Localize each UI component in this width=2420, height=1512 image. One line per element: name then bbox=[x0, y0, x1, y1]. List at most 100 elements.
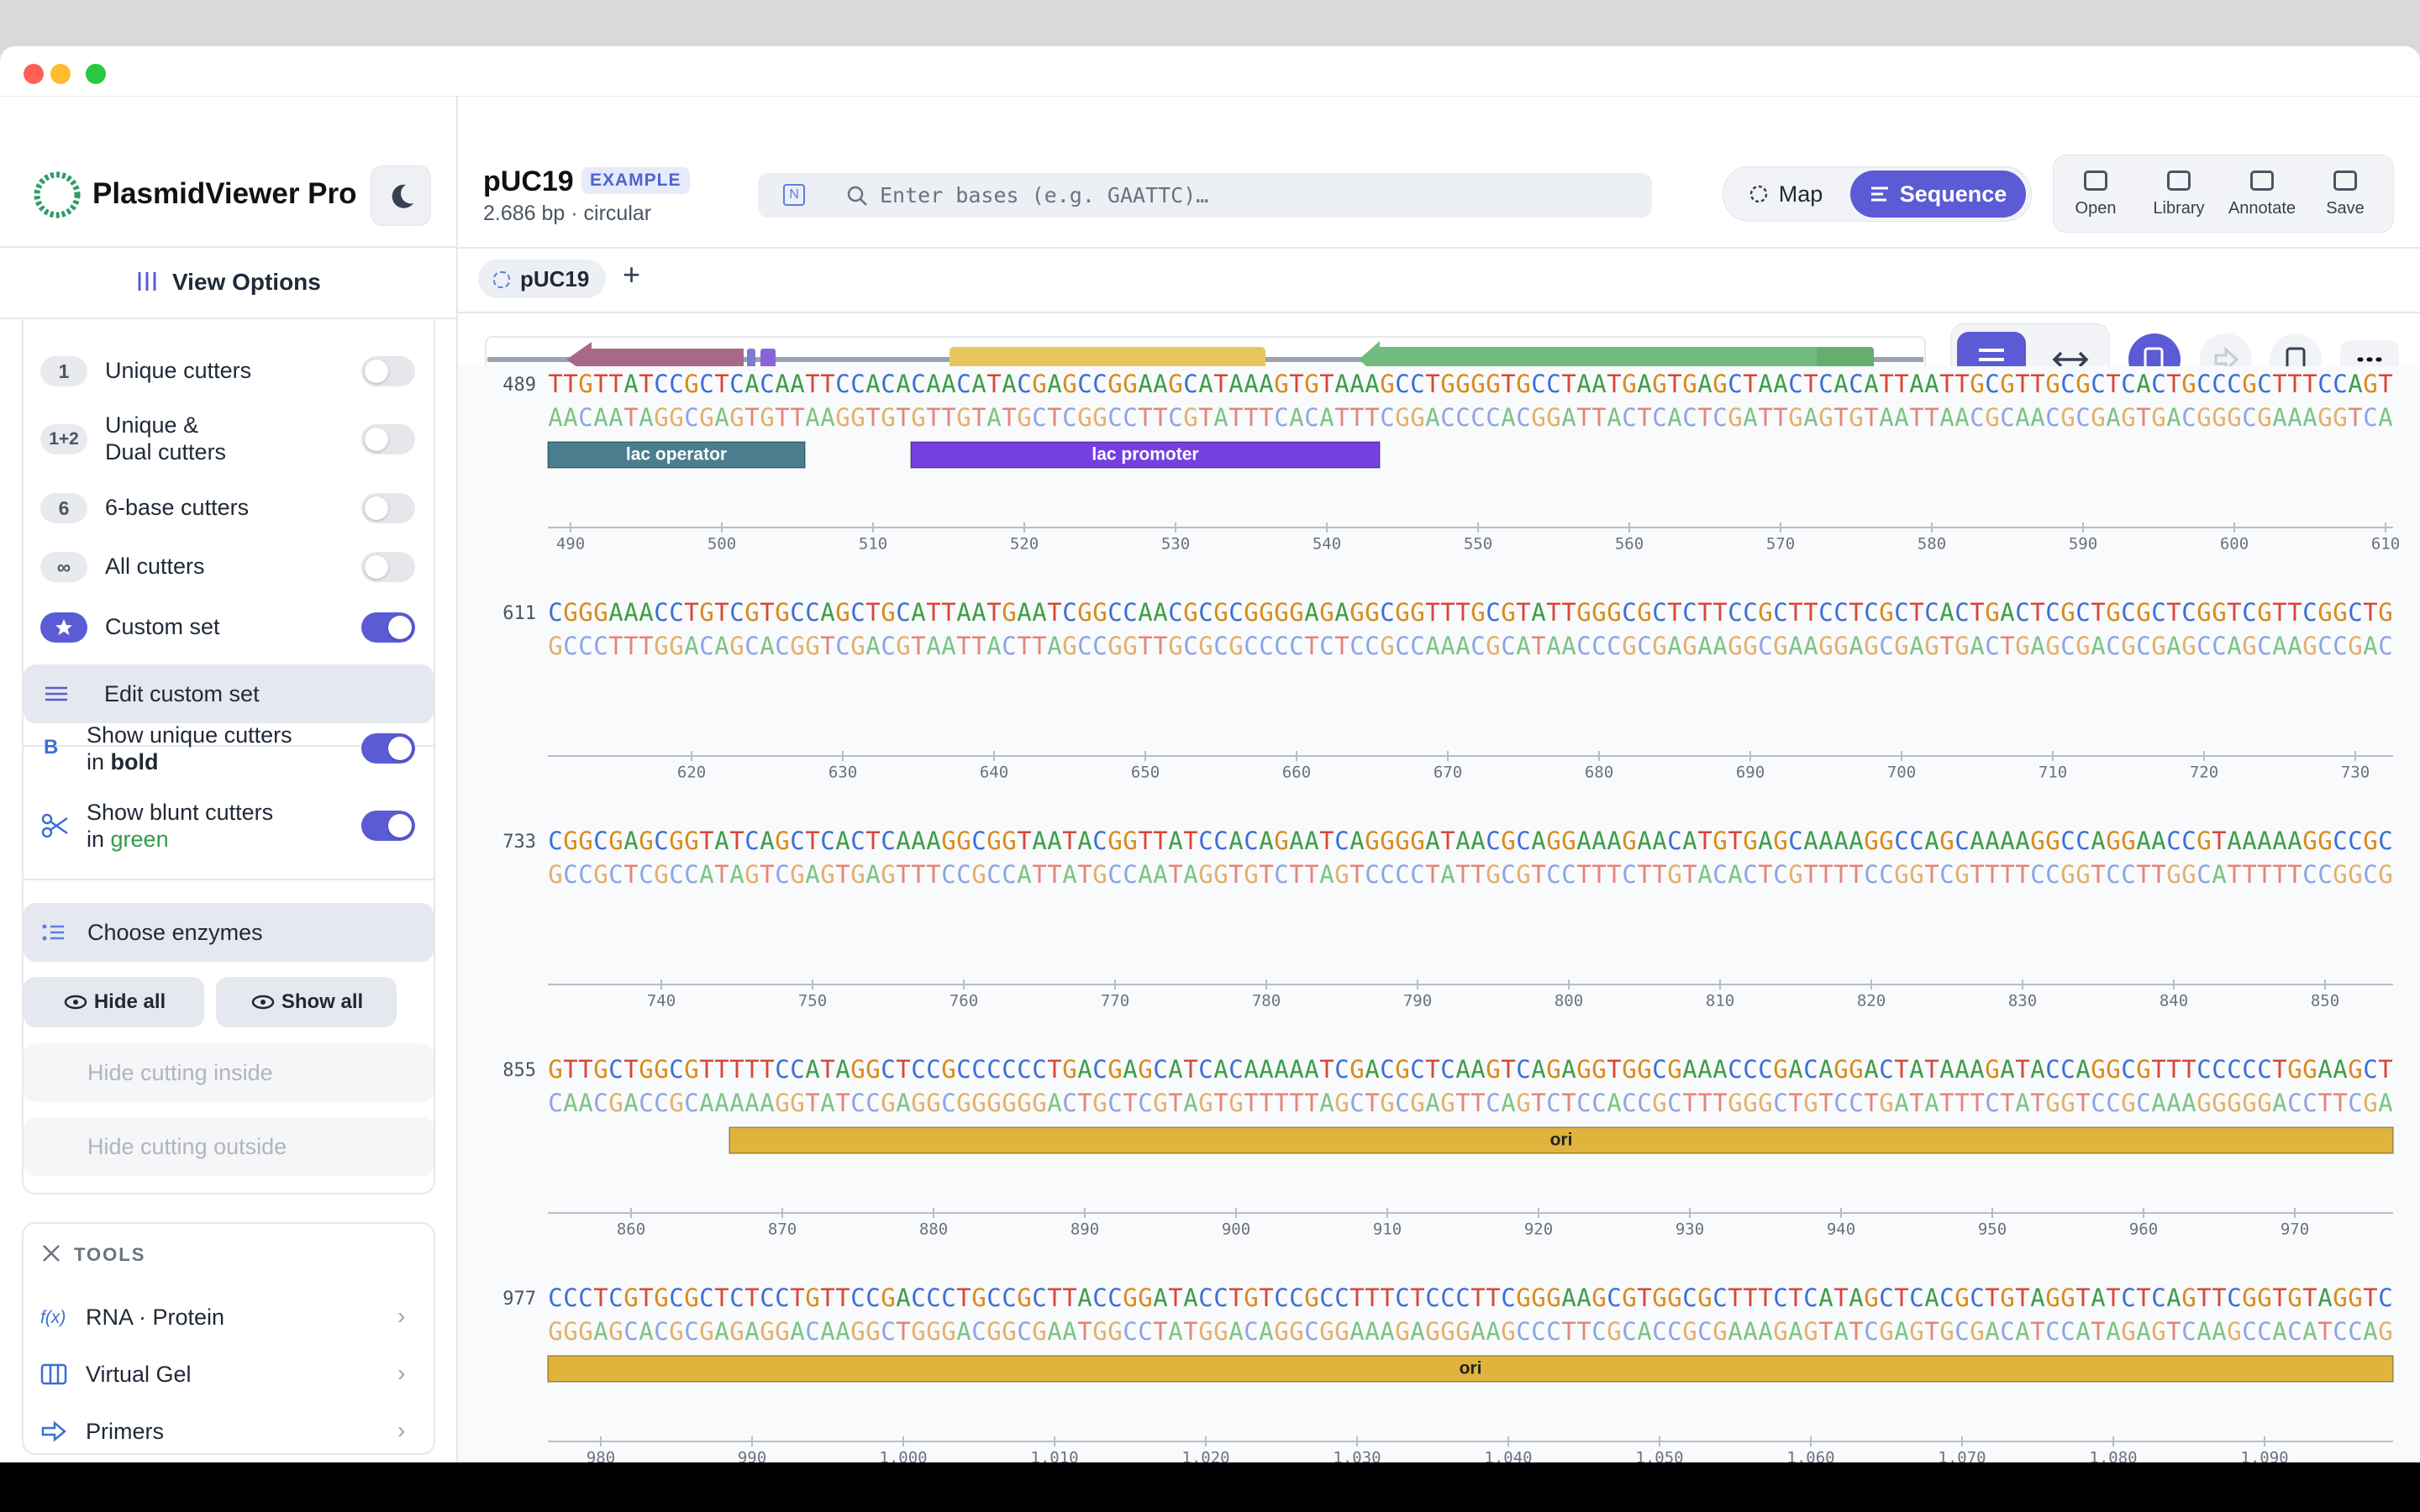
tab-icon bbox=[493, 271, 510, 288]
eye-button[interactable]: Hide all bbox=[24, 977, 204, 1027]
cutter-label: All cutters bbox=[105, 554, 205, 579]
toolbar-button[interactable]: Open bbox=[2055, 160, 2136, 228]
toolbar-button[interactable]: Annotate bbox=[2222, 160, 2302, 228]
toggle[interactable] bbox=[361, 733, 415, 764]
chevron: › bbox=[397, 1360, 406, 1386]
ruler-label: 920 bbox=[1524, 1221, 1553, 1239]
divider bbox=[24, 745, 434, 747]
ruler-label: 740 bbox=[647, 992, 676, 1011]
toggle[interactable] bbox=[361, 493, 415, 523]
toggle-knob bbox=[388, 616, 412, 639]
ruler-label: 530 bbox=[1161, 535, 1190, 554]
view-icon bbox=[1749, 184, 1769, 204]
disabled-button: Hide cutting inside bbox=[24, 1043, 434, 1102]
toolbar: Open Library Annotate Save bbox=[2053, 155, 2394, 233]
eye-label: Hide all bbox=[93, 990, 166, 1013]
minimize-dot[interactable] bbox=[50, 64, 71, 84]
view-button[interactable]: Map bbox=[1727, 171, 1844, 218]
toolbar-button[interactable]: Library bbox=[2139, 160, 2219, 228]
cutter-label: Unique cutters bbox=[105, 358, 252, 383]
ruler-label: 570 bbox=[1766, 535, 1795, 554]
toolbar-icon bbox=[2250, 171, 2274, 191]
tool-row[interactable]: Primers › bbox=[24, 1414, 434, 1451]
divider bbox=[0, 318, 456, 319]
feature bbox=[547, 1355, 2394, 1383]
chevron: › bbox=[397, 1303, 406, 1329]
example-badge: EXAMPLE bbox=[581, 167, 690, 194]
tool-row[interactable]: f(x) RNA · Protein › bbox=[24, 1299, 434, 1336]
tool-row[interactable]: Virtual Gel › bbox=[24, 1357, 434, 1394]
ruler-label: 1,040 bbox=[1484, 1449, 1532, 1463]
search-mode[interactable]: N bbox=[783, 184, 805, 206]
scissors bbox=[41, 813, 68, 838]
ruler-label: 670 bbox=[1434, 764, 1462, 782]
toggle-knob bbox=[388, 737, 412, 760]
view-label: Sequence bbox=[1899, 181, 2007, 207]
sliders bbox=[45, 686, 67, 701]
ruler-label: 870 bbox=[768, 1221, 797, 1239]
toggle[interactable] bbox=[361, 811, 415, 841]
gel bbox=[40, 1363, 67, 1385]
eye-icon bbox=[64, 995, 87, 1010]
ruler-label: 730 bbox=[2341, 764, 2370, 782]
dot bbox=[42, 924, 47, 929]
toolbar-icon bbox=[2084, 171, 2107, 191]
cutter-badge: 1+2 bbox=[40, 424, 87, 454]
ruler-label: 1,020 bbox=[1181, 1449, 1229, 1463]
zoom-dot[interactable] bbox=[86, 64, 106, 84]
toggle[interactable] bbox=[361, 552, 415, 582]
tab[interactable]: pUC19 bbox=[478, 260, 607, 298]
add-tab[interactable]: + bbox=[623, 257, 641, 291]
sliders-icon bbox=[45, 686, 67, 701]
toolbar-label: Annotate bbox=[2228, 199, 2296, 218]
titlebar-border bbox=[0, 96, 2420, 97]
display-label: Show blunt cutters bbox=[87, 800, 274, 825]
toolbar-button[interactable]: Save bbox=[2305, 160, 2386, 228]
toggle[interactable] bbox=[361, 424, 415, 454]
cutter-label: Dual cutters bbox=[105, 439, 227, 465]
header: pUC19 EXAMPLE 2.686 bp · circular N Ente… bbox=[458, 97, 2420, 249]
edit-custom-set[interactable]: Edit custom set bbox=[24, 664, 434, 723]
list bbox=[50, 925, 64, 940]
search-box[interactable]: N Enter bases (e.g. GAATTC)… bbox=[758, 173, 1652, 218]
cutter-badge: ∞ bbox=[40, 552, 87, 582]
desktop-edge bbox=[0, 1462, 2420, 1512]
ruler-label: 970 bbox=[2281, 1221, 2309, 1239]
ruler-label: 610 bbox=[2371, 535, 2400, 554]
theme-button[interactable] bbox=[371, 165, 431, 226]
label-emphasis: bold bbox=[110, 749, 159, 774]
choose-label: Choose enzymes bbox=[87, 919, 263, 945]
ruler-label: 710 bbox=[2039, 764, 2067, 782]
fit-icon[interactable] bbox=[2052, 351, 2089, 368]
feature-label: lac operator bbox=[626, 445, 727, 465]
toggle[interactable] bbox=[361, 356, 415, 386]
toggle-knob bbox=[365, 555, 388, 579]
overview bbox=[485, 323, 2399, 400]
display-label: Show unique cutters bbox=[87, 722, 292, 748]
feature bbox=[729, 1126, 2394, 1154]
ruler-label: 1,060 bbox=[1786, 1449, 1834, 1463]
dot bbox=[42, 936, 47, 941]
ruler-label: 990 bbox=[738, 1449, 766, 1463]
cutter-label: Custom set bbox=[105, 614, 220, 639]
display-label-2: in bold bbox=[87, 749, 159, 775]
toggle-knob bbox=[365, 360, 388, 383]
tool-label: Virtual Gel bbox=[86, 1362, 192, 1387]
toggle[interactable] bbox=[361, 612, 415, 643]
choose-enzymes[interactable]: Choose enzymes bbox=[24, 903, 434, 962]
ruler-label: 940 bbox=[1827, 1221, 1855, 1239]
feature-small bbox=[760, 349, 776, 370]
lines bbox=[1870, 186, 1888, 202]
eye-button[interactable]: Show all bbox=[216, 977, 397, 1027]
tools-icon bbox=[40, 1242, 62, 1268]
ruler-label: 640 bbox=[980, 764, 1008, 782]
ruler-label: 770 bbox=[1101, 992, 1129, 1011]
ruler-label: 720 bbox=[2190, 764, 2218, 782]
ruler-label: 1,080 bbox=[2089, 1449, 2137, 1463]
view-button[interactable]: Sequence bbox=[1850, 171, 2026, 218]
close-dot[interactable] bbox=[24, 64, 44, 84]
top-strand: TTGTTATCCGCTCACAATTCCACACAACATACGAGCCGGA… bbox=[548, 370, 2392, 398]
feature-small bbox=[747, 349, 755, 370]
cutter-badge: 6 bbox=[40, 493, 87, 523]
ruler-label: 760 bbox=[950, 992, 978, 1011]
